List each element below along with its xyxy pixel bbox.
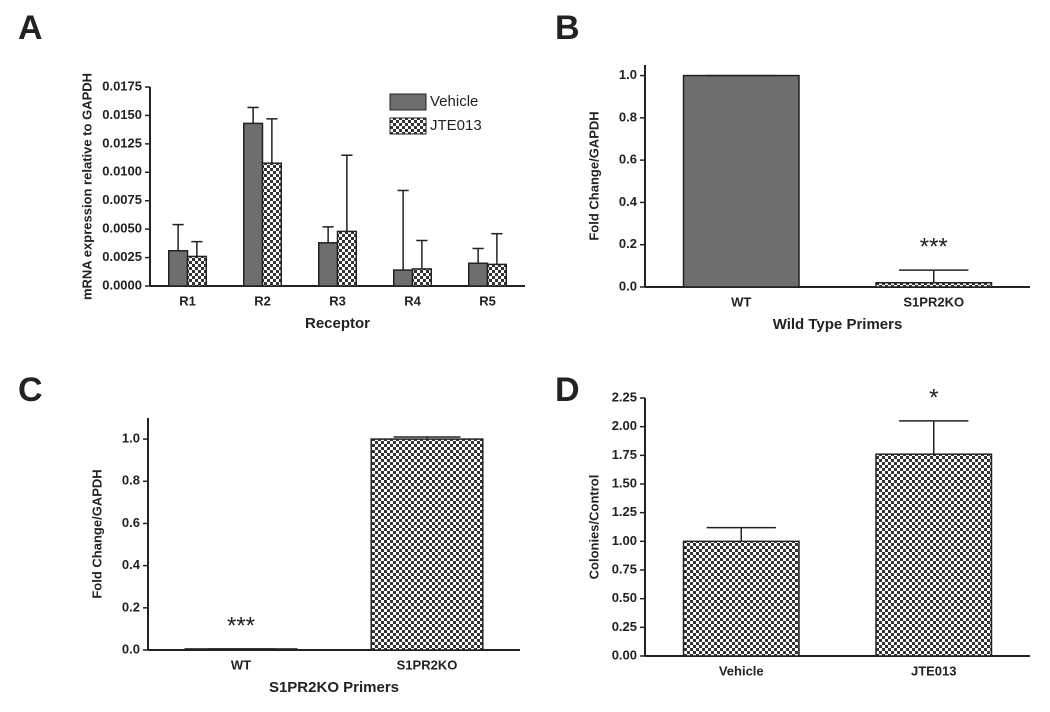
y-tick-label: 0.0000 (102, 277, 142, 292)
y-tick-label: 2.00 (612, 418, 637, 433)
y-tick-label: 0.8 (619, 109, 637, 124)
y-tick-label: 0.25 (612, 619, 637, 634)
bar (486, 263, 507, 287)
annotation: *** (920, 233, 948, 260)
bar (682, 540, 800, 657)
y-tick-label: 0.8 (122, 473, 140, 488)
bar (411, 268, 432, 287)
y-tick-label: 1.0 (619, 67, 637, 82)
panel-label: A (18, 9, 43, 47)
y-tick-label: 0.4 (122, 557, 141, 572)
y-tick-label: 0.0050 (102, 221, 142, 236)
y-axis-label: mRNA expression relative to GAPDH (79, 73, 94, 300)
bar (336, 230, 357, 287)
x-tick-label: JTE013 (911, 663, 957, 678)
panel-label: C (18, 371, 43, 409)
bar (875, 453, 993, 657)
bar (875, 282, 993, 288)
y-tick-label: 2.25 (612, 389, 637, 404)
bar (682, 74, 800, 288)
bar (370, 438, 484, 651)
x-axis-label: S1PR2KO Primers (269, 679, 399, 696)
annotation: * (929, 384, 938, 411)
x-axis-label: Receptor (305, 315, 370, 332)
x-tick-label: S1PR2KO (397, 657, 458, 672)
y-tick-label: 0.4 (619, 194, 638, 209)
y-tick-label: 0.0 (619, 278, 637, 293)
bar (261, 162, 282, 287)
y-tick-label: 1.75 (612, 447, 637, 462)
y-tick-label: 0.6 (619, 152, 637, 167)
x-tick-label: R2 (254, 293, 271, 308)
y-tick-label: 0.2 (122, 599, 140, 614)
y-tick-label: 0.0025 (102, 249, 142, 264)
panel-label: B (555, 9, 580, 47)
bar (243, 122, 264, 287)
x-tick-label: WT (731, 294, 751, 309)
y-axis-label: Colonies/Control (586, 475, 601, 580)
y-tick-label: 0.0075 (102, 192, 142, 207)
y-tick-label: 0.0100 (102, 164, 142, 179)
y-tick-label: 0.6 (122, 515, 140, 530)
y-tick-label: 0.0125 (102, 135, 142, 150)
bar (186, 255, 207, 287)
y-tick-label: 1.25 (612, 504, 637, 519)
x-tick-label: R4 (404, 293, 421, 308)
x-axis-label: Wild Type Primers (773, 316, 903, 333)
x-tick-label: R3 (329, 293, 346, 308)
y-tick-label: 0.0 (122, 641, 140, 656)
y-tick-label: 1.50 (612, 475, 637, 490)
y-axis-label: Fold Change/GAPDH (89, 469, 104, 598)
x-tick-label: R1 (179, 293, 196, 308)
x-tick-label: R5 (479, 293, 496, 308)
legend-swatch (389, 117, 427, 135)
panel-label: D (555, 371, 580, 409)
bar (393, 269, 414, 287)
y-tick-label: 1.0 (122, 431, 140, 446)
y-tick-label: 0.75 (612, 561, 637, 576)
annotation: *** (227, 612, 255, 639)
x-tick-label: WT (231, 657, 251, 672)
x-tick-label: S1PR2KO (903, 294, 964, 309)
bar (318, 242, 339, 287)
y-tick-label: 0.0150 (102, 107, 142, 122)
y-tick-label: 1.00 (612, 533, 637, 548)
bar (168, 249, 189, 287)
y-axis-label: Fold Change/GAPDH (586, 111, 601, 240)
y-tick-label: 0.2 (619, 236, 637, 251)
y-tick-label: 0.00 (612, 647, 637, 662)
x-tick-label: Vehicle (719, 663, 764, 678)
legend-label: JTE013 (430, 117, 482, 134)
bar (468, 262, 489, 287)
y-tick-label: 0.0175 (102, 78, 142, 93)
y-tick-label: 0.50 (612, 590, 637, 605)
legend-swatch (389, 93, 427, 111)
legend-label: Vehicle (430, 93, 478, 110)
